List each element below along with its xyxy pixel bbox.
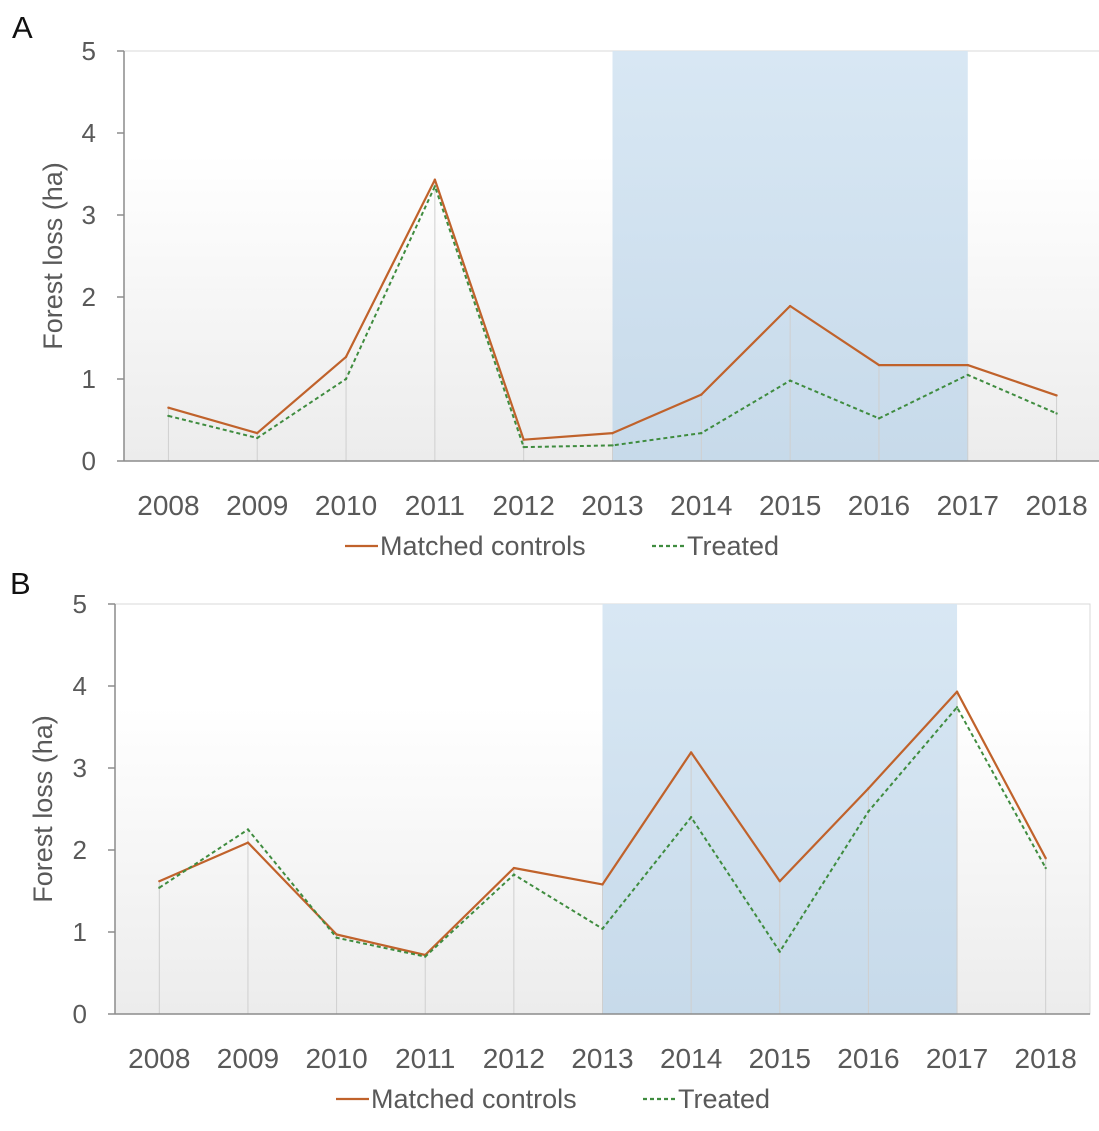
x-tick-label: 2018 xyxy=(1015,1043,1077,1074)
legend-label: Matched controls xyxy=(380,531,586,561)
chart-panel-a: 0 1 2 3 4 5 2008 2009 2010 2011 2012 2013 2014 2015 20… xyxy=(12,10,1099,561)
y-tick-label: 0 xyxy=(82,446,96,476)
data-point xyxy=(512,873,516,876)
data-point xyxy=(246,828,250,831)
data-point xyxy=(1055,412,1058,415)
y-tick-label: 5 xyxy=(73,589,87,619)
y-tick-label: 2 xyxy=(73,835,87,865)
data-point xyxy=(1044,857,1047,860)
data-point xyxy=(1055,394,1058,397)
data-point xyxy=(158,879,161,883)
legend-label: Matched controls xyxy=(371,1084,577,1114)
x-tick-label: 2013 xyxy=(581,490,643,521)
data-point xyxy=(335,933,338,936)
data-point xyxy=(867,810,870,813)
y-tick-label: 1 xyxy=(82,364,96,394)
y-tick-label: 1 xyxy=(73,917,87,947)
panel-label: B xyxy=(10,566,31,601)
data-point xyxy=(700,431,703,435)
x-tick-label: 2016 xyxy=(837,1043,899,1074)
data-point xyxy=(256,431,259,435)
data-point xyxy=(167,414,170,418)
legend-label: Treated xyxy=(687,531,779,561)
legend: Matched controls Treated xyxy=(345,531,779,561)
data-point xyxy=(700,393,703,396)
y-tick-label: 3 xyxy=(82,200,96,230)
x-tick-label: 2008 xyxy=(128,1043,190,1074)
y-tick-label: 4 xyxy=(73,671,87,701)
data-point xyxy=(877,417,881,420)
data-point xyxy=(689,816,693,819)
y-tick-label: 4 xyxy=(82,118,96,148)
data-point xyxy=(158,886,161,889)
data-point xyxy=(778,879,781,883)
data-point xyxy=(335,936,338,939)
x-tick-label: 2012 xyxy=(483,1043,545,1074)
data-point xyxy=(778,950,781,953)
data-point xyxy=(788,304,792,308)
data-point xyxy=(877,363,881,367)
x-tick-label: 2010 xyxy=(315,490,377,521)
data-point xyxy=(867,787,870,790)
data-point xyxy=(689,751,693,754)
data-point xyxy=(433,178,437,181)
data-point xyxy=(1044,866,1047,870)
data-point xyxy=(966,373,969,377)
x-tick-label: 2012 xyxy=(493,490,555,521)
data-point xyxy=(611,444,614,447)
data-point xyxy=(167,406,170,409)
y-tick-label: 3 xyxy=(73,753,87,783)
data-point xyxy=(788,379,792,382)
legend: Matched controls Treated xyxy=(336,1084,770,1114)
series-line-treated xyxy=(168,185,1057,449)
data-point xyxy=(256,436,259,440)
x-tick-label: 2008 xyxy=(137,490,199,521)
data-point xyxy=(955,690,959,693)
x-tick-label: 2009 xyxy=(226,490,288,521)
data-point xyxy=(522,438,525,441)
y-axis-title: Forest loss (ha) xyxy=(38,162,68,350)
x-tick-label: 2013 xyxy=(571,1043,633,1074)
y-tick-label: 5 xyxy=(82,36,96,66)
data-point xyxy=(433,185,437,188)
x-tick-label: 2017 xyxy=(937,490,999,521)
x-tick-label: 2015 xyxy=(749,1043,811,1074)
x-tick-label: 2009 xyxy=(217,1043,279,1074)
x-tick-label: 2017 xyxy=(926,1043,988,1074)
y-axis-title: Forest loss (ha) xyxy=(28,715,58,903)
x-tick-label: 2014 xyxy=(660,1043,722,1074)
data-point xyxy=(601,927,604,930)
panel-label: A xyxy=(12,10,33,45)
data-point xyxy=(522,445,525,449)
x-tick-label: 2010 xyxy=(305,1043,367,1074)
data-point xyxy=(344,377,348,381)
data-point xyxy=(955,706,959,709)
x-tick-label: 2011 xyxy=(395,1043,455,1074)
y-tick-label: 0 xyxy=(73,999,87,1029)
legend-label: Treated xyxy=(678,1084,770,1114)
data-point xyxy=(246,841,250,844)
chart-panel-b: 0 1 2 3 4 5 2008 2009 2010 2011 2012 2013 2014 2015 20… xyxy=(10,566,1091,1114)
data-point xyxy=(601,883,604,886)
data-point xyxy=(512,866,516,870)
data-point xyxy=(966,363,969,367)
x-tick-label: 2015 xyxy=(759,490,821,521)
data-point xyxy=(611,431,614,435)
x-tick-label: 2018 xyxy=(1025,490,1087,521)
y-tick-label: 2 xyxy=(82,282,96,312)
x-tick-label: 2016 xyxy=(848,490,910,521)
data-point xyxy=(424,955,427,958)
x-tick-label: 2014 xyxy=(670,490,732,521)
x-tick-label: 2011 xyxy=(405,490,465,521)
data-point xyxy=(344,355,348,359)
